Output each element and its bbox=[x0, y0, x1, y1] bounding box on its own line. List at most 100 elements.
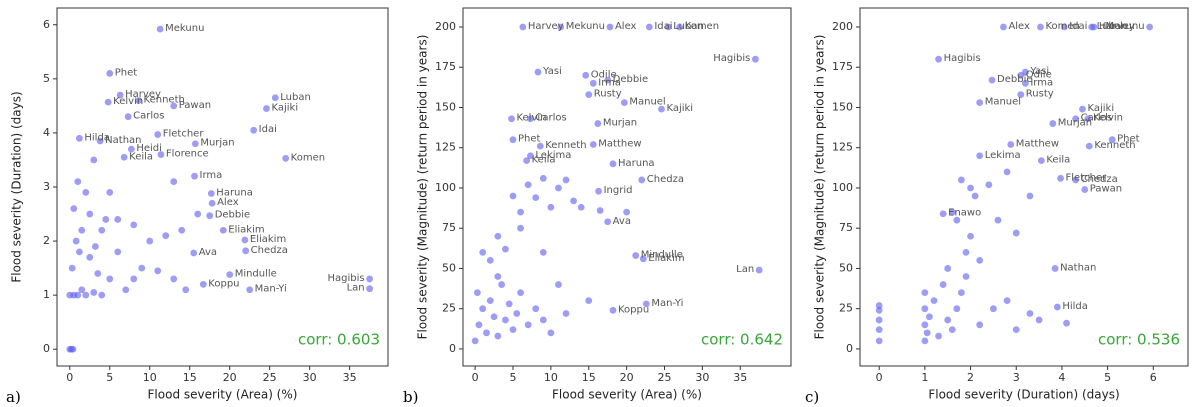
point-label: Harvey bbox=[1099, 21, 1135, 32]
x-tick-label: 3 bbox=[1013, 371, 1020, 384]
point bbox=[94, 270, 102, 277]
point-label: Alex bbox=[1008, 21, 1030, 32]
point-label: Yasi bbox=[1029, 66, 1049, 77]
point bbox=[191, 140, 199, 148]
point bbox=[130, 275, 138, 283]
point bbox=[589, 79, 597, 87]
point bbox=[539, 248, 547, 256]
point-label: Manuel bbox=[629, 97, 665, 108]
point bbox=[82, 189, 90, 196]
point-label: Irma bbox=[1030, 77, 1053, 88]
point bbox=[120, 153, 128, 161]
y-tick-label: 175 bbox=[435, 60, 456, 73]
point bbox=[505, 300, 513, 308]
point bbox=[976, 321, 984, 329]
point bbox=[532, 305, 540, 313]
point bbox=[178, 226, 186, 234]
point bbox=[582, 71, 590, 79]
x-tick-label: 0 bbox=[472, 371, 479, 384]
point-label: Phet bbox=[518, 134, 541, 145]
point bbox=[242, 247, 250, 255]
point bbox=[988, 76, 996, 84]
x-tick-label: 20 bbox=[620, 371, 634, 384]
point bbox=[182, 286, 190, 294]
point-label: Yasi bbox=[542, 66, 562, 77]
point-label: Kenneth bbox=[1094, 140, 1135, 151]
point-label: Ava bbox=[613, 216, 631, 227]
point bbox=[199, 280, 207, 288]
point bbox=[620, 99, 628, 107]
point bbox=[1003, 168, 1011, 176]
point bbox=[498, 281, 506, 288]
y-tick-label: 75 bbox=[839, 221, 853, 234]
point bbox=[509, 192, 517, 200]
point-label: Ingrid bbox=[604, 185, 633, 196]
point-label: Alex bbox=[615, 21, 637, 32]
y-axis-title: Flood severity (Magnitude) (return perio… bbox=[813, 35, 827, 340]
y-tick-label: 1 bbox=[43, 288, 50, 301]
point-label: Alex bbox=[217, 197, 239, 208]
point bbox=[676, 23, 684, 31]
point bbox=[751, 55, 759, 63]
point-label: Hagibis bbox=[328, 273, 365, 284]
point bbox=[219, 226, 227, 234]
point bbox=[527, 152, 534, 160]
point bbox=[921, 321, 929, 329]
y-tick-label: 2 bbox=[43, 234, 50, 247]
point bbox=[632, 252, 640, 259]
point bbox=[994, 216, 1002, 224]
point-label: Idai bbox=[259, 124, 277, 135]
point bbox=[524, 181, 532, 189]
point bbox=[658, 105, 665, 113]
point bbox=[1017, 91, 1025, 99]
point bbox=[604, 76, 612, 84]
point-label: Mindulle bbox=[235, 269, 277, 280]
point bbox=[1049, 120, 1057, 127]
point bbox=[539, 174, 547, 182]
point bbox=[486, 297, 494, 305]
point-label: Kenneth bbox=[144, 94, 185, 105]
point bbox=[263, 105, 270, 112]
point bbox=[875, 316, 883, 324]
y-tick-label: 100 bbox=[435, 181, 456, 194]
point bbox=[502, 316, 509, 324]
point bbox=[1000, 23, 1007, 31]
point-label: Hagibis bbox=[944, 53, 981, 64]
point bbox=[1057, 174, 1064, 182]
point bbox=[638, 176, 646, 184]
point bbox=[517, 289, 524, 296]
point bbox=[1021, 79, 1029, 87]
point bbox=[1037, 157, 1045, 165]
point bbox=[939, 281, 947, 288]
point bbox=[208, 199, 216, 207]
point-label: Murjan bbox=[200, 138, 234, 149]
point bbox=[570, 197, 577, 205]
point bbox=[875, 326, 883, 334]
point bbox=[1108, 136, 1116, 144]
point bbox=[958, 289, 965, 296]
point-label: Mekunu bbox=[566, 21, 605, 32]
point bbox=[517, 224, 524, 232]
point-label: Fletcher bbox=[163, 129, 205, 140]
correlation-annotation: corr: 0.536 bbox=[1098, 331, 1180, 349]
point bbox=[1081, 186, 1089, 193]
point-label: Eliakim bbox=[228, 224, 264, 235]
x-tick-label: 5 bbox=[509, 371, 516, 384]
point bbox=[78, 286, 86, 294]
point bbox=[609, 306, 617, 314]
point bbox=[555, 281, 562, 288]
point bbox=[494, 332, 502, 340]
point bbox=[271, 94, 279, 102]
x-axis-title: Flood severity (Duration) (days) bbox=[928, 388, 1119, 402]
y-tick-label: 3 bbox=[43, 180, 50, 193]
point-label: Debbie bbox=[613, 74, 648, 85]
point bbox=[486, 257, 494, 264]
x-tick-label: 2 bbox=[967, 371, 974, 384]
point-label: Nathan bbox=[1060, 262, 1096, 273]
point-label: Carlos bbox=[133, 111, 164, 122]
point bbox=[595, 187, 602, 195]
point-label: Kelvin bbox=[1093, 113, 1123, 124]
point-label: Pawan bbox=[1090, 184, 1122, 195]
point bbox=[96, 137, 104, 145]
point bbox=[114, 248, 122, 256]
